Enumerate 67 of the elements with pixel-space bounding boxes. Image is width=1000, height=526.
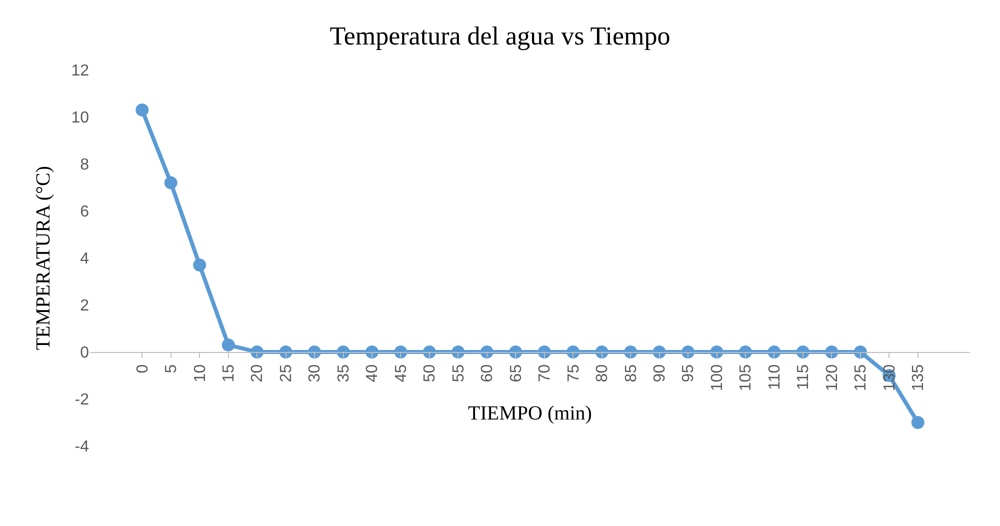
point (279, 346, 292, 358)
point (538, 346, 551, 358)
y-tick-label: 10 (71, 110, 90, 127)
x-tick-label: 55 (450, 364, 468, 382)
x-tick-label: 40 (364, 364, 382, 382)
x-tick-label: 135 (910, 364, 928, 392)
y-tick-label: 8 (80, 156, 90, 174)
x-tick-label: 20 (249, 364, 266, 382)
point (710, 346, 724, 358)
x-tick-label: 100 (708, 364, 726, 392)
point (768, 346, 781, 358)
x-tick-label: 80 (594, 364, 612, 382)
point (652, 346, 666, 358)
point (595, 346, 608, 358)
point (682, 346, 695, 358)
x-tick-label: 30 (306, 364, 324, 382)
x-tick-label: 65 (508, 364, 525, 382)
x-tick-label: 85 (622, 364, 640, 382)
x-tick-label: 0 (134, 364, 152, 374)
x-tick-label: 90 (651, 364, 668, 382)
point (911, 416, 924, 429)
point (336, 346, 350, 358)
point (365, 346, 378, 358)
y-tick-label: 0 (80, 344, 90, 362)
y-tick-label: 6 (80, 204, 90, 221)
point (624, 346, 638, 358)
x-tick-label: 125 (852, 364, 870, 392)
x-tick-label: 35 (335, 364, 352, 382)
x-axis-title: TIEMPO (min) (468, 402, 592, 425)
point (193, 258, 206, 272)
point (566, 346, 580, 358)
x-tick-label: 25 (278, 364, 295, 382)
y-tick-label: 4 (80, 250, 90, 268)
point (854, 346, 867, 358)
x-tick-label: 95 (680, 364, 698, 382)
y-axis-title: TEMPERATURA (°C) (32, 166, 55, 350)
point (422, 346, 436, 358)
point (136, 103, 149, 116)
x-tick-label: 110 (766, 364, 784, 390)
point (222, 338, 235, 352)
point (796, 346, 810, 358)
point (308, 346, 322, 358)
point (250, 346, 264, 358)
x-tick-label: 45 (392, 364, 410, 382)
x-tick-label: 120 (824, 364, 841, 392)
point (738, 346, 752, 358)
x-tick-label: 70 (536, 364, 554, 382)
x-tick-label: 50 (422, 364, 439, 382)
point (825, 346, 838, 358)
y-tick-label: -2 (74, 392, 90, 409)
y-tick-label: 12 (71, 62, 90, 80)
x-tick-label: 105 (738, 364, 755, 392)
x-tick-label: 10 (192, 364, 209, 382)
x-tick-label: 130 (881, 364, 898, 392)
point (452, 346, 465, 358)
point (509, 346, 522, 358)
point (394, 346, 408, 358)
x-tick-label: 115 (795, 364, 812, 390)
point (164, 176, 178, 190)
x-tick-label: 75 (565, 364, 582, 382)
y-tick-label: -4 (74, 438, 90, 456)
chart-title: Temperatura del agua vs Tiempo (330, 22, 670, 50)
x-tick-label: 5 (163, 364, 180, 374)
y-tick-label: 2 (80, 298, 90, 315)
point (480, 346, 494, 358)
x-tick-label: 15 (220, 364, 238, 382)
x-tick-label: 60 (479, 364, 496, 382)
